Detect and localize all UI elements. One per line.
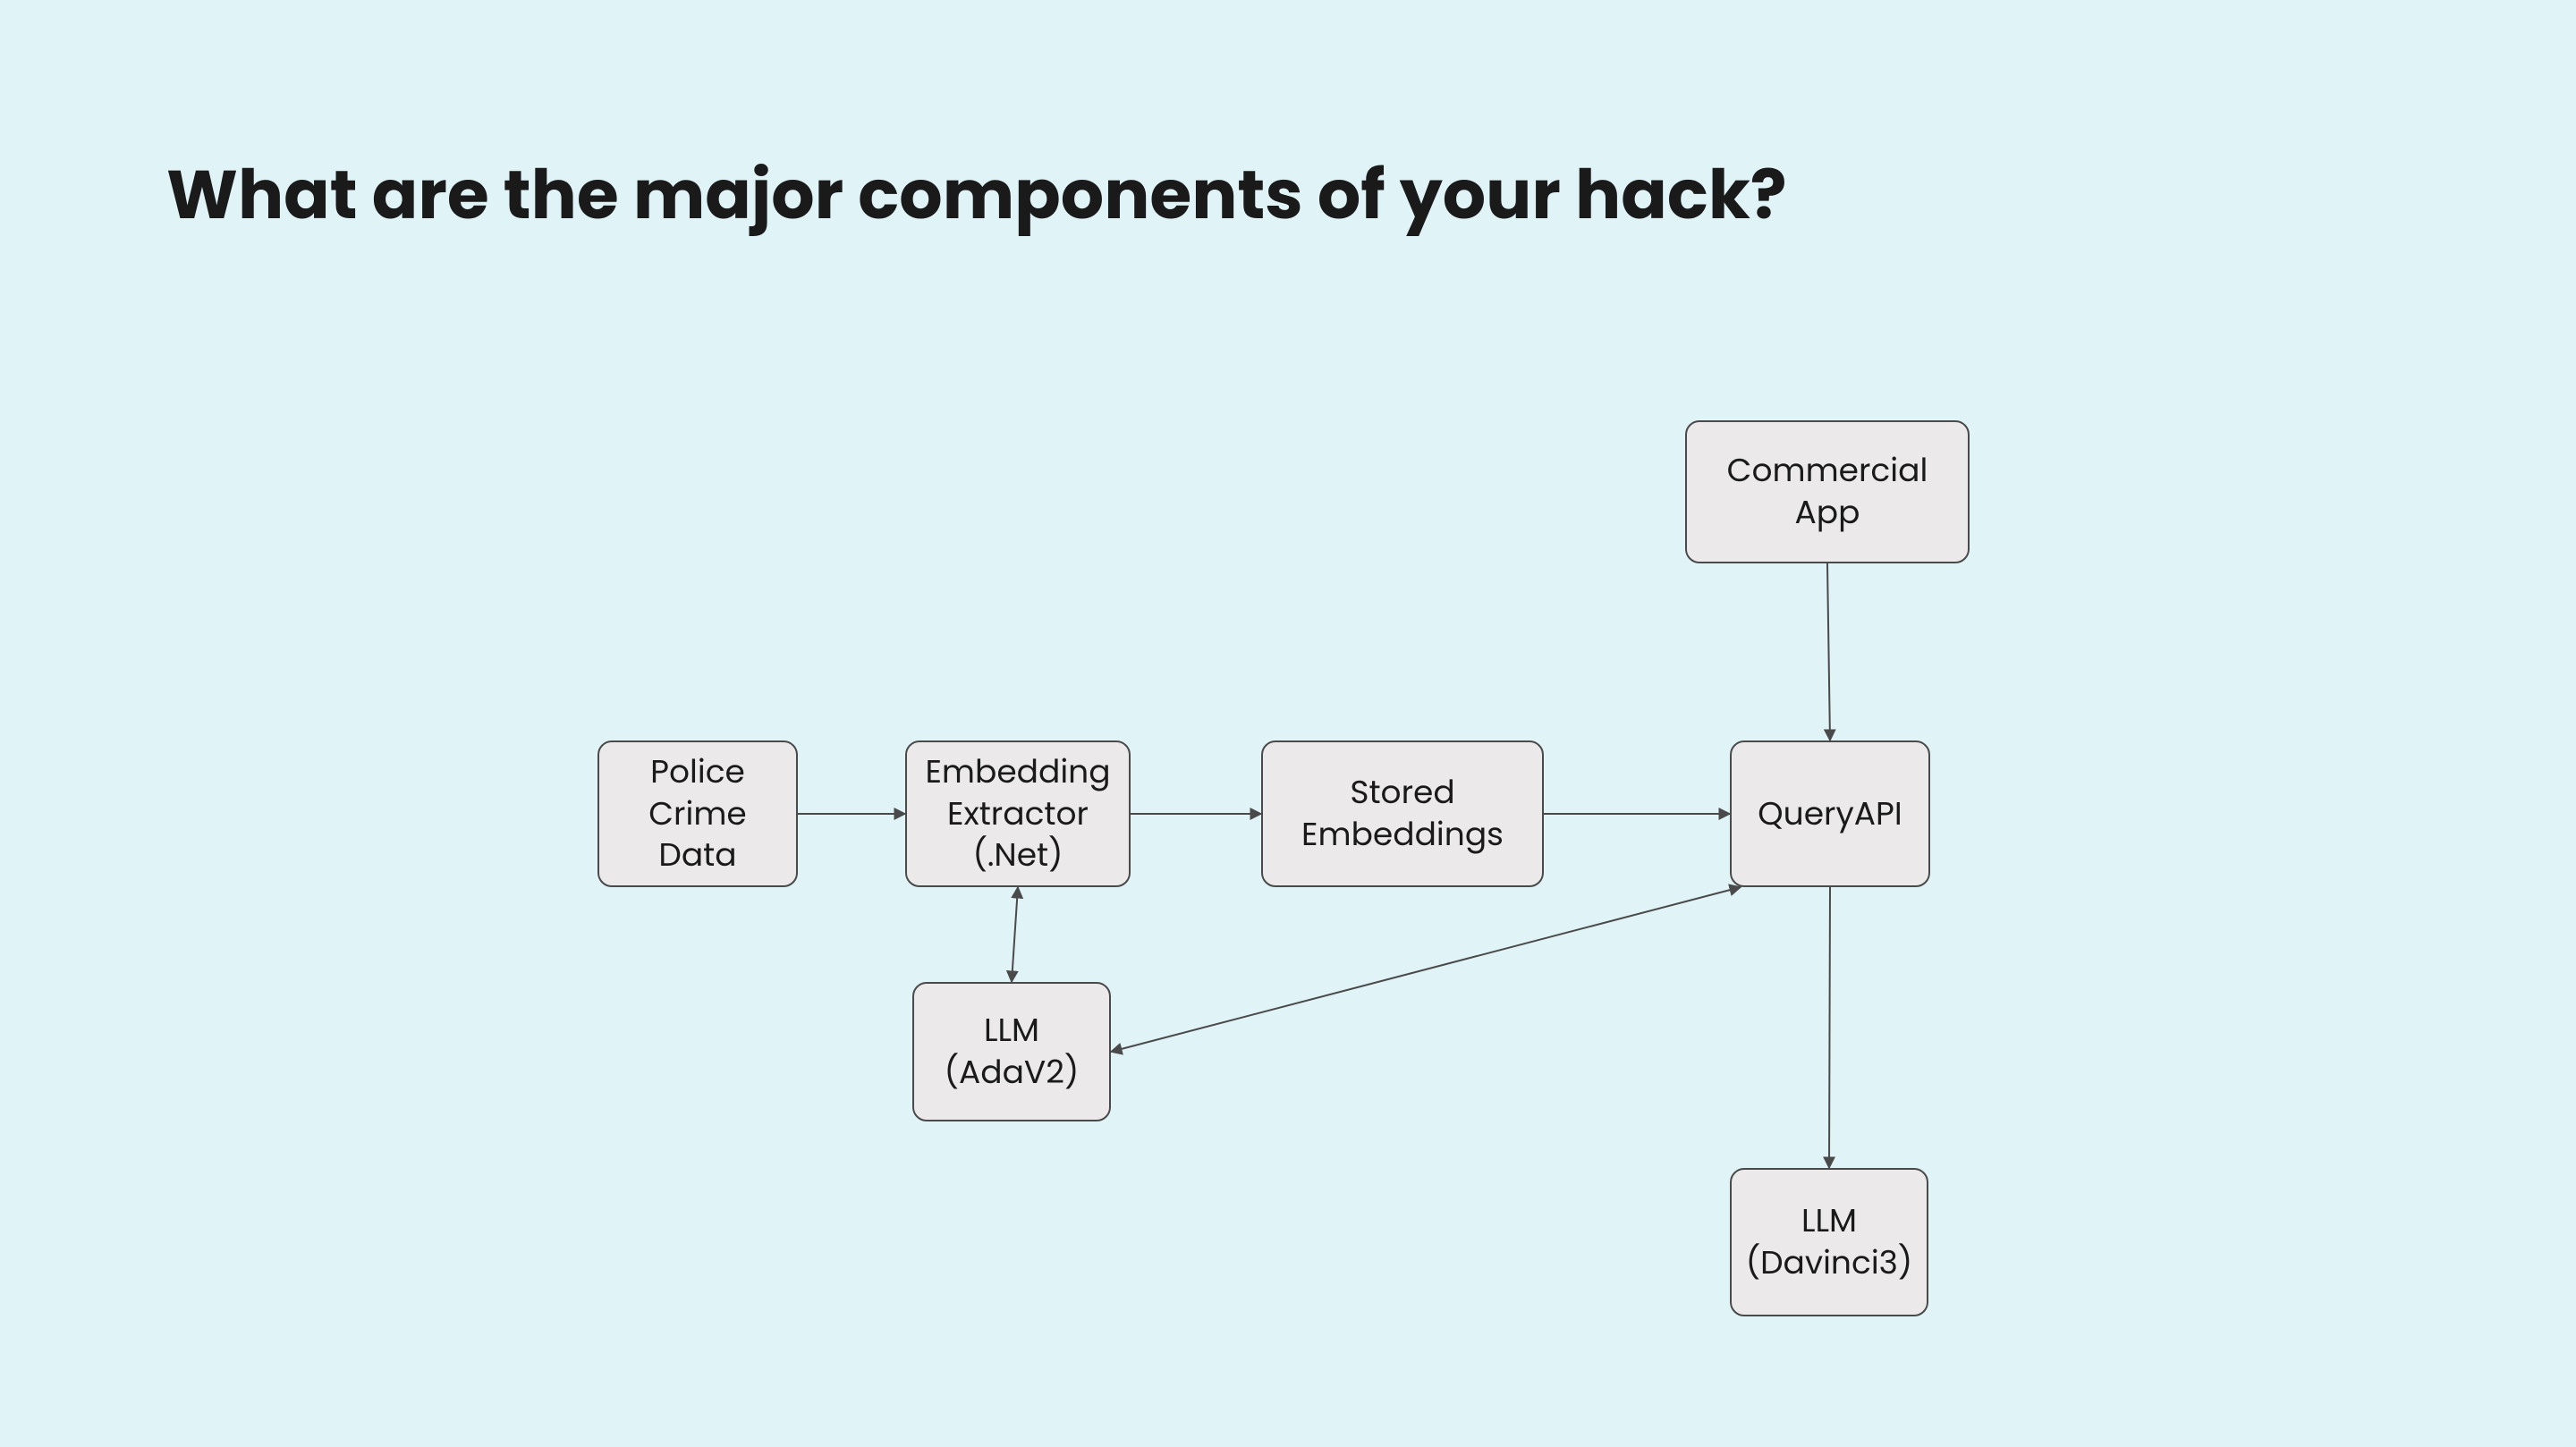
edge-commercial-queryapi [1827, 563, 1830, 740]
node-police-label: Crime [648, 793, 746, 835]
node-stored: StoredEmbeddings [1261, 740, 1544, 887]
node-police-label: Data [658, 834, 736, 876]
node-llm_dav-label: LLM [1801, 1200, 1857, 1242]
node-extractor: EmbeddingExtractor(.Net) [905, 740, 1131, 887]
edge-queryapi-llm_ada [1111, 887, 1741, 1052]
node-stored-label: Stored [1350, 772, 1454, 814]
node-commercial-label: App [1795, 492, 1860, 534]
page-title: What are the major components of your ha… [166, 143, 1787, 246]
edge-extractor-llm_ada [1012, 887, 1018, 982]
node-queryapi: QueryAPI [1730, 740, 1930, 887]
edge-queryapi-llm_dav [1829, 887, 1830, 1168]
node-queryapi-label: QueryAPI [1758, 793, 1902, 835]
node-llm_dav: LLM(Davinci3) [1730, 1168, 1928, 1316]
node-police-label: Police [650, 751, 745, 793]
node-llm_ada-label: LLM [984, 1010, 1039, 1052]
node-llm_ada-label: (AdaV2) [945, 1052, 1080, 1094]
node-police: PoliceCrimeData [597, 740, 798, 887]
node-llm_ada: LLM(AdaV2) [912, 982, 1111, 1121]
node-stored-label: Embeddings [1301, 814, 1504, 856]
node-extractor-label: Extractor [947, 793, 1089, 835]
node-llm_dav-label: (Davinci3) [1746, 1242, 1912, 1284]
node-extractor-label: Embedding [925, 751, 1110, 793]
node-commercial: CommercialApp [1685, 420, 1970, 563]
node-commercial-label: Commercial [1727, 450, 1928, 492]
node-extractor-label: (.Net) [973, 834, 1063, 876]
